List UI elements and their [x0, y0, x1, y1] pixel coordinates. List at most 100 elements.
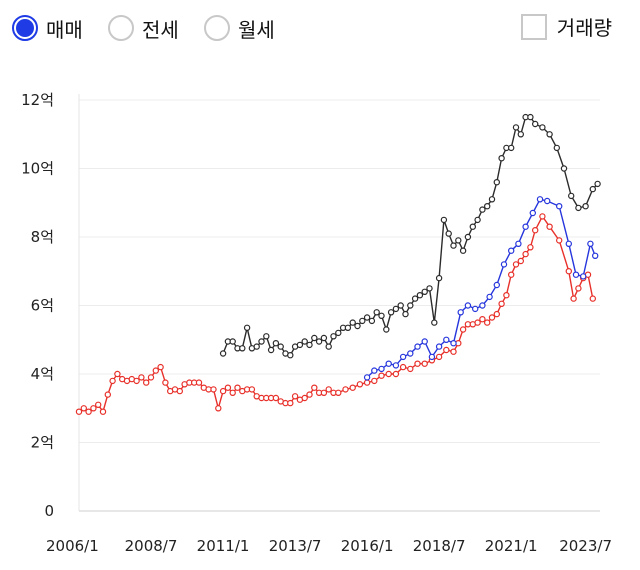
radio-unselected-icon [204, 15, 230, 41]
data-point [469, 223, 476, 230]
radio-selected-icon [12, 15, 38, 41]
data-point [229, 389, 236, 396]
data-point [568, 192, 575, 200]
data-point [414, 343, 421, 350]
data-point [320, 389, 328, 396]
data-point [109, 377, 116, 385]
data-point [493, 178, 500, 186]
x-tick-label: 2018/7 [413, 537, 466, 555]
data-point [544, 197, 551, 205]
data-point [335, 389, 342, 396]
radio-label-jeonse: 전세 [142, 17, 179, 42]
data-point [195, 379, 203, 386]
data-point [474, 216, 481, 224]
data-point [263, 333, 270, 340]
data-point [133, 377, 140, 385]
y-tick-label: 2억 [31, 434, 54, 452]
data-point [498, 300, 505, 307]
data-point [157, 363, 164, 371]
data-point [532, 226, 539, 234]
data-point [515, 240, 522, 247]
data-point [301, 338, 308, 345]
data-point [363, 314, 371, 321]
data-point [455, 237, 462, 244]
data-point [363, 374, 371, 381]
x-tick-label: 2008/7 [125, 537, 178, 555]
x-tick-label: 2023/7 [559, 537, 612, 555]
data-point [450, 348, 457, 355]
data-point [267, 346, 275, 354]
data-point [306, 391, 313, 398]
data-point [344, 324, 352, 331]
data-point [435, 353, 443, 361]
data-point [527, 113, 534, 121]
data-point [426, 285, 433, 292]
data-point [529, 209, 537, 217]
data-point [215, 405, 222, 412]
data-point [378, 372, 385, 379]
data-point [383, 326, 390, 333]
data-point [580, 273, 587, 280]
data-point [556, 237, 563, 244]
data-point [565, 240, 573, 247]
data-point [488, 314, 496, 321]
data-point [440, 216, 448, 224]
data-point [368, 317, 376, 325]
data-point [517, 257, 525, 265]
y-tick-label: 6억 [31, 297, 54, 315]
data-point [411, 295, 419, 302]
data-point [75, 408, 83, 415]
x-tick-label: 2011/1 [197, 537, 250, 555]
data-point [546, 131, 553, 138]
data-point [104, 391, 112, 398]
data-point [572, 271, 580, 278]
data-point [592, 252, 599, 259]
data-point [147, 374, 155, 381]
radio-label-sale: 매매 [46, 17, 83, 42]
data-point [272, 394, 280, 402]
data-point [500, 261, 508, 268]
data-point [472, 305, 479, 313]
radio-option-jeonse[interactable]: 전세 [108, 10, 179, 46]
data-point [272, 340, 280, 347]
data-point [114, 370, 121, 378]
data-point [399, 353, 407, 361]
data-point [291, 393, 299, 400]
data-point [459, 326, 467, 333]
data-point [80, 405, 88, 412]
data-point [229, 338, 236, 345]
data-point [210, 386, 217, 393]
data-point [546, 223, 553, 230]
data-point [392, 305, 400, 313]
x-tick-label: 2006/1 [46, 537, 99, 555]
data-point [325, 343, 332, 350]
data-point [248, 386, 256, 393]
data-point [532, 120, 539, 128]
data-point [176, 387, 183, 395]
data-point [253, 343, 260, 350]
data-point [387, 309, 395, 316]
data-point [459, 247, 467, 254]
data-point [152, 367, 159, 374]
data-point [421, 360, 428, 367]
data-point [488, 196, 496, 203]
radio-option-monthly-rent[interactable]: 월세 [204, 10, 275, 46]
data-point [443, 336, 450, 343]
data-point [508, 271, 515, 278]
y-tick-label: 8억 [31, 228, 54, 246]
price-line-chart: 0 2억 4억 6억 8억 10억 12억 2006/1 2008/7 2011/1 2013/7 2… [21, 91, 612, 555]
data-point [219, 387, 227, 395]
data-point [385, 370, 392, 378]
data-point [315, 338, 323, 345]
data-point [484, 319, 491, 326]
data-point [445, 230, 452, 237]
data-point [416, 291, 424, 299]
data-point [587, 240, 594, 247]
data-point [527, 244, 534, 251]
volume-checkbox[interactable]: 거래량 [520, 12, 612, 41]
data-point [435, 343, 443, 350]
radio-option-sale[interactable]: 매매 [12, 10, 83, 46]
data-point [320, 334, 328, 342]
data-point [589, 295, 597, 302]
data-point [553, 144, 561, 152]
